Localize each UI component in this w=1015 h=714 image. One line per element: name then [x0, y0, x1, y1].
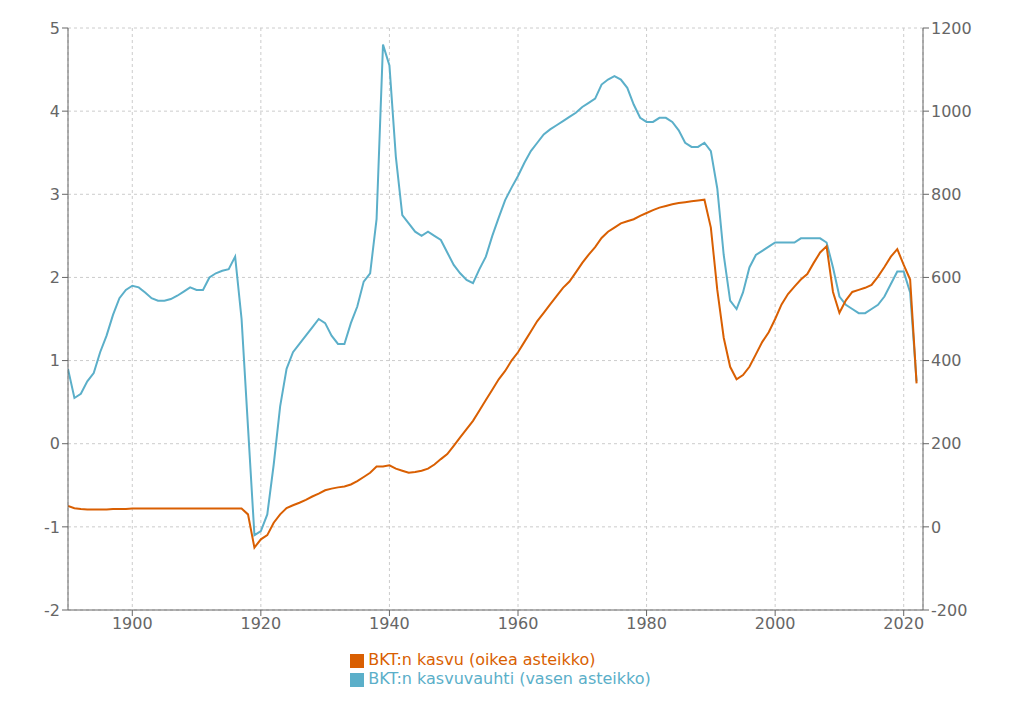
- svg-text:2020: 2020: [883, 614, 924, 633]
- svg-text:4: 4: [50, 102, 60, 121]
- svg-text:1900: 1900: [112, 614, 153, 633]
- svg-text:0: 0: [50, 434, 60, 453]
- html-text:BKT:n kasvu (oikea asteikko): BKT:n kasvu (oikea asteikko): [368, 650, 596, 669]
- svg-text:800: 800: [931, 185, 962, 204]
- svg-text:1980: 1980: [626, 614, 667, 633]
- html-text:BKT:n kasvuvauhti (vasen astei: BKT:n kasvuvauhti (vasen asteikko): [368, 669, 651, 688]
- svg-text:3: 3: [50, 185, 60, 204]
- svg-text:1940: 1940: [369, 614, 410, 633]
- svg-text:-2: -2: [44, 601, 60, 620]
- svg-text:0: 0: [931, 518, 941, 537]
- svg-text:600: 600: [931, 268, 962, 287]
- svg-text:1920: 1920: [240, 614, 281, 633]
- svg-text:-1: -1: [44, 518, 60, 537]
- svg-text:1960: 1960: [498, 614, 539, 633]
- svg-text:400: 400: [931, 351, 962, 370]
- svg-text:200: 200: [931, 434, 962, 453]
- svg-text:-200: -200: [931, 601, 967, 620]
- svg-text:2: 2: [50, 268, 60, 287]
- svg-text:1: 1: [50, 351, 60, 370]
- svg-text:1000: 1000: [931, 102, 972, 121]
- svg-text:2000: 2000: [755, 614, 796, 633]
- svg-text:5: 5: [50, 19, 60, 38]
- svg-text:1200: 1200: [931, 19, 972, 38]
